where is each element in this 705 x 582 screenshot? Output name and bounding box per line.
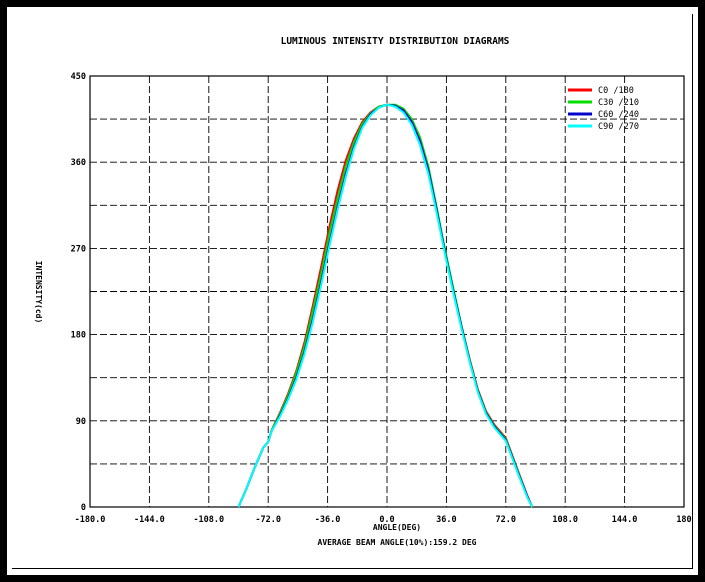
legend-label: C60 /240 (598, 110, 639, 120)
x-tick-label: 0.0 (379, 515, 394, 525)
y-tick-label: 180 (71, 331, 86, 341)
beam-angle-subtitle: AVERAGE BEAM ANGLE(10%):159.2 DEG (318, 538, 477, 547)
x-tick-label: -180.0 (75, 515, 106, 525)
y-tick-labels: 0 90 180 270 360 450 (71, 72, 86, 513)
x-tick-label: 144.0 (612, 515, 638, 525)
series-layer (237, 103, 534, 508)
legend-label: C90 /270 (598, 122, 639, 132)
series-line-1 (237, 103, 534, 508)
series-line-0 (237, 103, 534, 508)
y-tick-label: 0 (81, 503, 86, 513)
x-tick-label: -144.0 (134, 515, 165, 525)
grid (90, 76, 684, 507)
x-tick-label: -108.0 (193, 515, 224, 525)
y-tick-label: 450 (71, 72, 86, 82)
x-tick-label: 36.0 (436, 515, 456, 525)
legend-label: C30 /210 (598, 98, 639, 108)
inner-frame-rule (12, 14, 693, 569)
x-tick-label: -36.0 (315, 515, 341, 525)
y-tick-label: 270 (71, 244, 86, 254)
y-tick-label: 90 (76, 417, 86, 427)
series-line-2 (237, 103, 534, 508)
x-axis-label: ANGLE(DEG) (373, 523, 421, 532)
y-axis-label: INTENSITY(cd) (34, 261, 43, 324)
legend-label: C0 /180 (598, 86, 634, 96)
series-line-3 (237, 103, 534, 508)
x-tick-label: 72.0 (496, 515, 516, 525)
plot-border (89, 75, 685, 508)
chart-title: LUMINOUS INTENSITY DISTRIBUTION DIAGRAMS (281, 36, 510, 47)
y-tick-label: 360 (71, 158, 86, 168)
x-tick-label: 108.0 (552, 515, 578, 525)
x-tick-label: -72.0 (255, 515, 281, 525)
x-tick-label: 180 (676, 515, 691, 525)
legend: C0 /180 C30 /210 C60 /240 C90 /270 (568, 86, 639, 132)
x-tick-labels: -180.0 -144.0 -108.0 -72.0 -36.0 0.0 36.0 72.0 1… (75, 515, 692, 525)
